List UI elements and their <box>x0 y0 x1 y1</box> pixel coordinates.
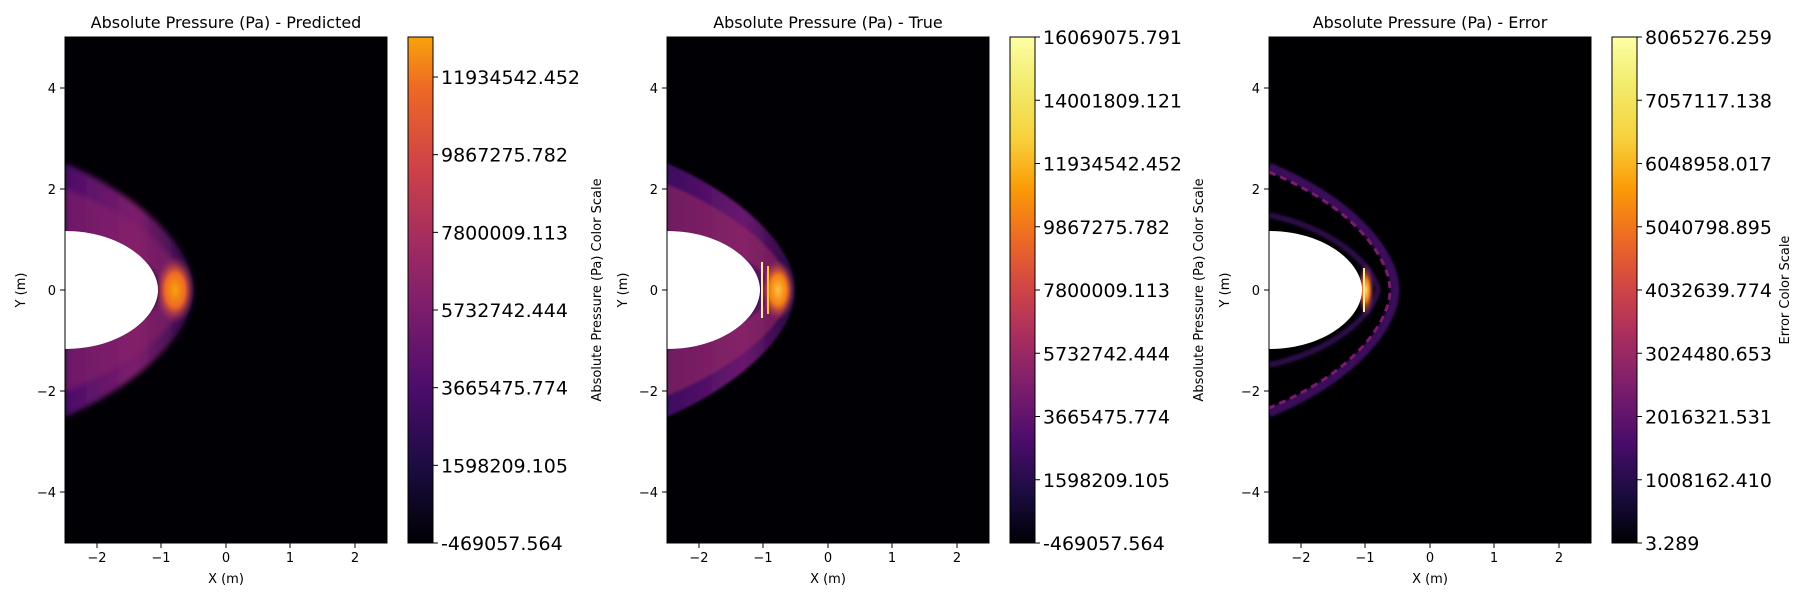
colorbar-tick-label: 6048958.017 <box>1645 154 1772 176</box>
colorbar-tick-label: 3665475.774 <box>441 378 568 400</box>
heatmap-plot <box>1269 37 1591 543</box>
colorbar-tick-label: 3.289 <box>1645 533 1699 555</box>
x-tick-label: 1 <box>1490 551 1498 566</box>
colorbar-tick-label: 9867275.782 <box>1043 217 1170 239</box>
x-axis: −2 −1 0 1 2 X (m) <box>689 543 961 587</box>
y-tick-label: 4 <box>650 82 658 97</box>
body-mask <box>1269 231 1362 349</box>
x-tick-label: −2 <box>87 551 106 566</box>
y-tick-label: 2 <box>650 183 658 198</box>
colorbar: -469057.564 1598209.105 3665475.774 5732742… <box>407 36 605 555</box>
colorbar-tick-label: 3024480.653 <box>1645 343 1772 365</box>
colorbar-label: Absolute Pressure (Pa) Color Scale <box>590 178 605 401</box>
x-tick-label: −2 <box>1291 551 1310 566</box>
x-tick-label: 1 <box>286 551 294 566</box>
colorbar-tick-label: 1598209.105 <box>441 455 568 477</box>
colorbar-tick-label: 5732742.444 <box>1043 343 1170 365</box>
colorbar-label: Absolute Pressure (Pa) Color Scale <box>1192 178 1207 401</box>
x-tick-label: 2 <box>351 551 359 566</box>
panel-predicted: Absolute Pressure (Pa) - Predicted −2 −1… <box>14 13 605 587</box>
colorbar-tick-label: 3665475.774 <box>1043 407 1170 429</box>
y-axis-label: Y (m) <box>14 273 29 309</box>
y-axis-label: Y (m) <box>616 273 631 309</box>
x-tick-label: 2 <box>953 551 961 566</box>
x-tick-label: 0 <box>824 551 832 566</box>
colorbar-ticks: -469057.564 1598209.105 3665475.774 5732742… <box>1035 27 1182 555</box>
body-mask <box>667 231 760 349</box>
colorbar-tick-label: 1598209.105 <box>1043 470 1170 492</box>
x-tick-label: −1 <box>151 551 170 566</box>
y-axis: 4 2 0 −2 −4 Y (m) <box>616 82 667 501</box>
body-mask <box>65 231 158 349</box>
error-inner-band <box>1269 212 1382 368</box>
y-tick-label: 2 <box>48 183 56 198</box>
colorbar-tick-label: 5040798.895 <box>1645 217 1772 239</box>
colorbar-tick-label: 4032639.774 <box>1645 280 1772 302</box>
x-tick-label: 0 <box>222 551 230 566</box>
colorbar-ticks: 3.289 1008162.410 2016321.531 3024480.653 40… <box>1637 27 1772 555</box>
y-tick-label: 4 <box>48 82 56 97</box>
colorbar-tick-label: 7800009.113 <box>441 222 568 244</box>
colorbar-tick-label: -469057.564 <box>441 533 563 555</box>
colorbar-tick-label: 7800009.113 <box>1043 280 1170 302</box>
colorbar-tick-label: 1008162.410 <box>1645 470 1772 492</box>
stagnation-error <box>1357 262 1375 318</box>
colorbar-tick-label: 16069075.791 <box>1043 27 1182 49</box>
x-tick-label: 1 <box>888 551 896 566</box>
colorbar-tick-label: -469057.564 <box>1043 533 1165 555</box>
colorbar-tick-label: 11934542.452 <box>1043 154 1182 176</box>
y-tick-label: 0 <box>48 284 56 299</box>
y-tick-label: −4 <box>1241 486 1260 501</box>
y-tick-label: 0 <box>1252 284 1260 299</box>
colorbar-tick-label: 9867275.782 <box>441 145 568 167</box>
colorbar-gradient <box>1611 36 1638 544</box>
x-axis: −2 −1 0 1 2 X (m) <box>87 543 359 587</box>
colorbar: -469057.564 1598209.105 3665475.774 5732742… <box>1009 27 1207 555</box>
y-tick-label: −2 <box>37 385 56 400</box>
y-tick-label: −4 <box>639 486 658 501</box>
panel-title: Absolute Pressure (Pa) - True <box>713 13 943 32</box>
panel-error: Absolute Pressure (Pa) - Error −2 −1 0 1… <box>1218 13 1793 587</box>
colorbar-tick-label: 5732742.444 <box>441 300 568 322</box>
x-axis-label: X (m) <box>1412 572 1448 587</box>
error-shock-band <box>1269 170 1392 410</box>
x-tick-label: −1 <box>753 551 772 566</box>
x-axis: −2 −1 0 1 2 X (m) <box>1291 543 1563 587</box>
y-axis: 4 2 0 −2 −4 Y (m) <box>14 82 65 501</box>
y-tick-label: 2 <box>1252 183 1260 198</box>
x-tick-label: −2 <box>689 551 708 566</box>
x-axis-label: X (m) <box>810 572 846 587</box>
colorbar-tick-label: 11934542.452 <box>441 67 580 89</box>
colorbar-tick-label: 14001809.121 <box>1043 90 1182 112</box>
stagnation-hotspot <box>761 260 795 320</box>
y-tick-label: −2 <box>1241 385 1260 400</box>
error-shock-band <box>1269 162 1400 418</box>
colorbar-tick-label: 8065276.259 <box>1645 27 1772 49</box>
panel-title: Absolute Pressure (Pa) - Error <box>1313 13 1548 32</box>
stagnation-hotspot <box>155 256 195 324</box>
y-tick-label: −2 <box>639 385 658 400</box>
colorbar-gradient <box>1009 36 1036 544</box>
colorbar: 3.289 1008162.410 2016321.531 3024480.653 40… <box>1611 27 1793 555</box>
y-axis-label: Y (m) <box>1218 273 1233 309</box>
panel-title: Absolute Pressure (Pa) - Predicted <box>91 13 362 32</box>
heatmap-plot <box>667 37 989 543</box>
panel-true: Absolute Pressure (Pa) - True −2 −1 0 1 … <box>616 13 1207 587</box>
colorbar-gradient <box>407 36 434 544</box>
x-axis-label: X (m) <box>208 572 244 587</box>
y-axis: 4 2 0 −2 −4 Y (m) <box>1218 82 1269 501</box>
x-tick-label: −1 <box>1355 551 1374 566</box>
y-tick-label: 4 <box>1252 82 1260 97</box>
colorbar-label: Error Color Scale <box>1778 236 1793 345</box>
colorbar-tick-label: 7057117.138 <box>1645 90 1772 112</box>
heatmap-plot <box>65 37 387 543</box>
y-tick-label: −4 <box>37 486 56 501</box>
x-tick-label: 2 <box>1555 551 1563 566</box>
y-tick-label: 0 <box>650 284 658 299</box>
x-tick-label: 0 <box>1426 551 1434 566</box>
colorbar-ticks: -469057.564 1598209.105 3665475.774 5732742… <box>433 67 580 555</box>
colorbar-tick-label: 2016321.531 <box>1645 407 1772 429</box>
